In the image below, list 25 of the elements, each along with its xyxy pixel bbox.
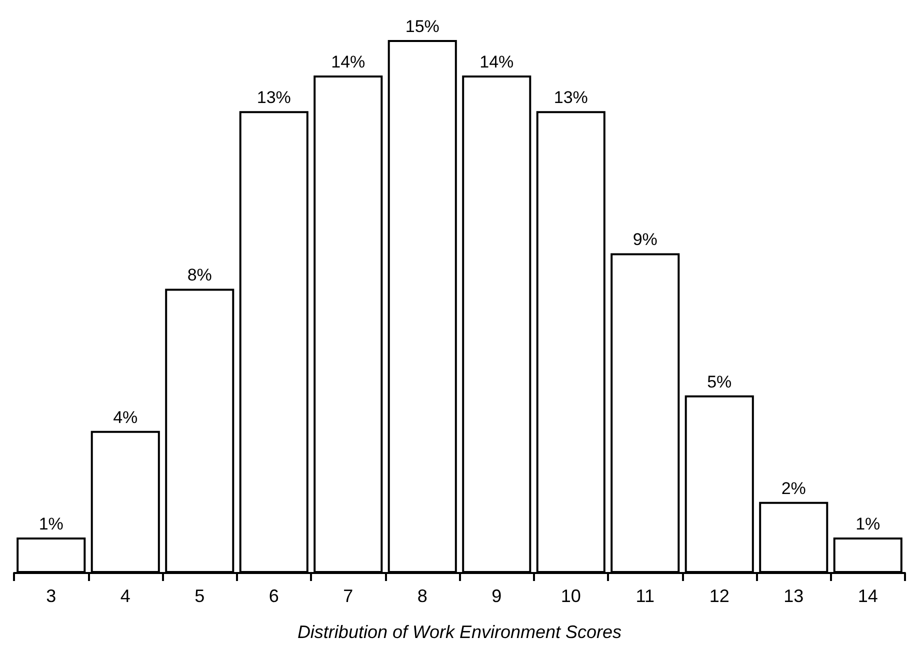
data-label: 1% bbox=[38, 514, 64, 534]
data-label: 5% bbox=[707, 372, 732, 392]
x-tick-label: 11 bbox=[636, 586, 654, 606]
x-axis-title: Distribution of Work Environment Scores bbox=[297, 622, 622, 642]
data-label: 14% bbox=[480, 52, 514, 72]
x-tick-label: 4 bbox=[120, 586, 130, 606]
data-label: 14% bbox=[331, 52, 366, 72]
data-label: 13% bbox=[554, 88, 588, 108]
data-label: 1% bbox=[856, 514, 880, 534]
x-tick-label: 8 bbox=[417, 586, 428, 606]
data-label: 8% bbox=[187, 266, 212, 285]
x-tick-label: 6 bbox=[268, 586, 279, 606]
x-tick-label: 7 bbox=[343, 586, 354, 606]
x-tick-label: 9 bbox=[492, 586, 502, 606]
x-tick-label: 14 bbox=[858, 586, 878, 606]
x-tick-label: 13 bbox=[784, 586, 804, 606]
data-label: 13% bbox=[256, 88, 291, 108]
x-tick-label: 3 bbox=[46, 586, 56, 606]
x-tick-label: 12 bbox=[709, 586, 730, 606]
x-tick-label: 10 bbox=[560, 586, 581, 606]
data-label: 4% bbox=[113, 408, 138, 427]
data-label: 9% bbox=[632, 230, 658, 250]
data-label: 15% bbox=[405, 17, 440, 36]
x-tick-label: 5 bbox=[194, 586, 205, 606]
data-label: 2% bbox=[781, 478, 806, 498]
